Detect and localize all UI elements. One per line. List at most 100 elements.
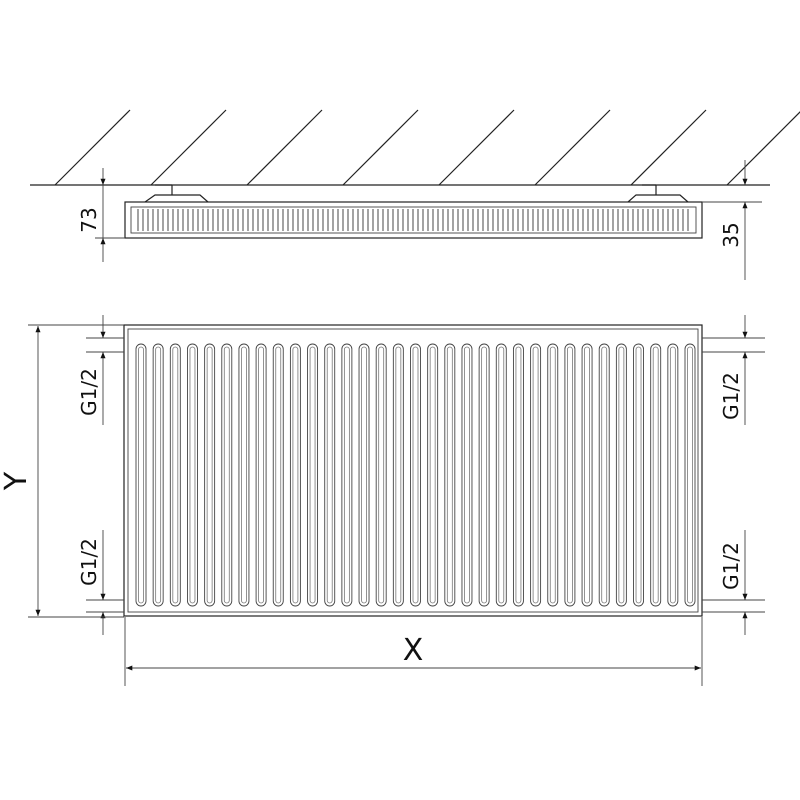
panel-rib xyxy=(204,343,216,607)
panel-rib-inner xyxy=(412,346,419,604)
connection-label-left-top: G1/2 xyxy=(77,368,101,416)
panel-rib-inner xyxy=(326,346,333,604)
panel-rib xyxy=(581,343,593,607)
hatch-line xyxy=(438,109,515,186)
panel-rib-inner xyxy=(138,346,144,604)
panel-rib xyxy=(427,343,439,607)
panel-rib-inner xyxy=(584,346,590,604)
connection-label-right-top: G1/2 xyxy=(719,372,743,420)
width-label: X xyxy=(403,633,424,668)
panel-rib xyxy=(633,343,644,607)
panel-rib-inner xyxy=(361,346,367,604)
panel-rib-inner xyxy=(275,346,282,604)
panel-rib xyxy=(495,343,507,607)
panel-rib xyxy=(667,343,679,607)
bracket-right xyxy=(627,184,689,203)
panel-rib xyxy=(289,343,301,607)
panel-rib-inner xyxy=(532,346,539,604)
panel-rib xyxy=(221,343,233,607)
connection-label-left-bottom: G1/2 xyxy=(77,538,101,586)
panel-rib xyxy=(392,343,404,607)
panel-rib-inner xyxy=(429,346,436,604)
panel-rib xyxy=(341,343,353,607)
panel-ribs xyxy=(135,343,696,607)
panel-rib-inner xyxy=(395,346,402,604)
panel-rib-inner xyxy=(481,346,488,604)
hatch-line xyxy=(630,109,707,186)
panel-rib-inner xyxy=(446,346,453,604)
panel-rib-inner xyxy=(258,346,264,604)
panel-rib-inner xyxy=(189,346,196,604)
wall-offset-label: 35 xyxy=(719,222,743,247)
panel-rib-inner xyxy=(223,346,230,604)
panel-rib-inner xyxy=(549,346,556,604)
panel-rib xyxy=(615,343,627,607)
hatch-line xyxy=(342,109,419,186)
hatch-line xyxy=(726,111,800,186)
hatch-line xyxy=(534,109,611,186)
panel-rib-inner xyxy=(687,346,693,604)
panel-rib-inner xyxy=(155,346,162,604)
panel-rib xyxy=(375,343,387,607)
panel-rib xyxy=(598,343,610,607)
panel-rib xyxy=(512,343,524,607)
depth-label: 73 xyxy=(77,207,101,232)
panel-rib xyxy=(324,343,336,607)
panel-rib-inner xyxy=(652,346,659,604)
connection-pipes-right xyxy=(702,337,765,613)
panel-rib-inner xyxy=(601,346,608,604)
panel-rib-inner xyxy=(515,346,522,604)
side-view-convector xyxy=(130,206,697,234)
panel-rib-inner xyxy=(464,346,470,604)
hatch-line xyxy=(54,109,131,186)
panel-rib-inner xyxy=(172,346,179,604)
panel-rib xyxy=(255,343,267,607)
panel-rib-inner xyxy=(309,346,316,604)
bracket-left xyxy=(144,184,209,203)
panel-rib-inner xyxy=(241,346,247,604)
panel-rib-inner xyxy=(498,346,505,604)
connection-label-right-bottom: G1/2 xyxy=(719,542,743,590)
panel-rib xyxy=(478,343,490,607)
panel-rib xyxy=(358,343,370,607)
hatch-line xyxy=(246,109,323,186)
panel-rib xyxy=(187,343,198,607)
panel-rib-inner xyxy=(292,346,299,604)
wall-hatching xyxy=(54,109,800,186)
panel-rib-inner xyxy=(567,346,573,604)
panel-inner-outline xyxy=(127,328,699,613)
side-view: 73 35 xyxy=(77,160,762,280)
panel-rib xyxy=(152,343,164,607)
convector-fins xyxy=(137,209,689,231)
panel-rib xyxy=(135,343,147,607)
front-view: G1/2 G1/2 G1/2 G1/2 Y X xyxy=(0,315,765,686)
side-view-body xyxy=(124,201,703,239)
wall xyxy=(30,109,800,186)
panel-outline xyxy=(123,324,703,617)
fin-lines xyxy=(137,209,689,231)
panel-rib-inner xyxy=(618,346,625,604)
panel-rib xyxy=(272,343,284,607)
panel-rib xyxy=(547,343,559,607)
height-label: Y xyxy=(0,471,34,491)
panel-rib xyxy=(530,343,542,607)
panel-rib xyxy=(410,343,421,607)
panel-rib xyxy=(684,343,696,607)
panel-rib-inner xyxy=(669,346,676,604)
panel-rib-inner xyxy=(635,346,642,604)
width-extension-lines xyxy=(124,617,703,686)
panel-rib xyxy=(307,343,319,607)
panel-rib xyxy=(169,343,181,607)
height-extension-lines xyxy=(28,324,124,618)
panel-rib xyxy=(238,343,250,607)
panel-rib xyxy=(461,343,473,607)
hatch-line xyxy=(150,109,227,186)
panel-rib-inner xyxy=(378,346,385,604)
panel-rib xyxy=(444,343,456,607)
panel-rib-inner xyxy=(343,346,350,604)
panel-rib xyxy=(650,343,662,607)
panel-rib xyxy=(564,343,576,607)
panel-rib-inner xyxy=(206,346,213,604)
